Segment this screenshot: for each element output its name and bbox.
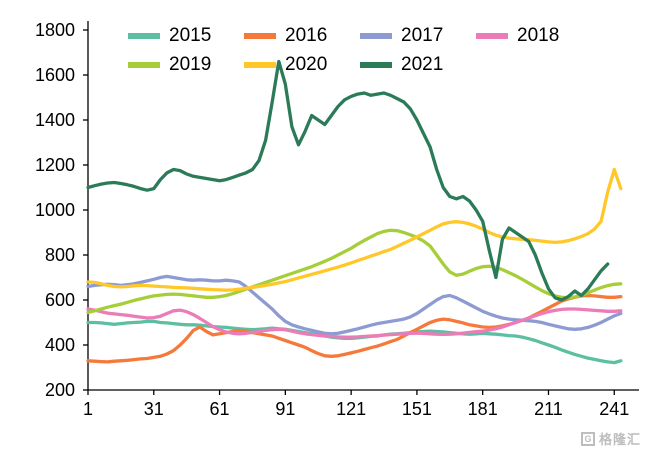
legend-swatch-2021 [360,61,392,68]
y-tick-label: 800 [45,245,75,265]
legend-swatch-2020 [244,61,276,68]
legend-item-2020: 2020 [244,55,360,74]
y-tick-label: 1000 [35,200,75,220]
series-line-2017 [86,274,623,336]
legend-label-2021: 2021 [401,54,444,75]
legend-label-2017: 2017 [401,25,444,46]
series-line-2019 [86,228,623,315]
legend-swatch-2019 [128,61,160,68]
y-tick-label: 1600 [35,65,75,85]
legend-row: 2019 2020 2021 [128,55,592,74]
y-tick-label: 400 [45,335,75,355]
x-tick-label: 91 [275,399,295,419]
watermark-text: 格隆汇 [598,432,641,447]
y-tick-label: 600 [45,290,75,310]
legend-label-2020: 2020 [285,54,328,75]
legend-swatch-2015 [128,32,160,39]
x-tick-label: 241 [599,399,629,419]
legend-item-2019: 2019 [128,55,244,74]
y-tick-label: 200 [45,380,75,400]
legend-item-2016: 2016 [244,26,360,45]
legend-item-2021: 2021 [360,55,476,74]
series-line-2018 [86,307,623,339]
x-tick-label: 181 [468,399,498,419]
y-tick-label: 1400 [35,110,75,130]
x-tick-label: 1 [83,399,93,419]
series-line-2020 [86,167,623,292]
chart-legend: 2015 2016 2017 2018 2019 2020 2021 [128,26,592,84]
x-tick-label: 211 [534,399,563,419]
legend-label-2019: 2019 [169,54,212,75]
legend-label-2016: 2016 [285,25,328,46]
series-line-2021 [86,59,610,302]
y-tick-label: 1800 [35,20,75,40]
legend-swatch-2017 [360,32,392,39]
watermark: G 格隆汇 [580,429,641,448]
series-line-2015 [86,319,623,365]
legend-item-2017: 2017 [360,26,476,45]
x-tick-label: 61 [210,399,230,419]
x-tick-label: 31 [144,399,164,419]
legend-label-2018: 2018 [517,25,560,46]
y-tick-label: 1200 [35,155,75,175]
gelonghui-logo-icon: G [580,431,595,446]
legend-item-2018: 2018 [476,26,592,45]
x-tick-label: 121 [336,399,366,419]
legend-row: 2015 2016 2017 2018 [128,26,592,45]
legend-label-2015: 2015 [169,25,212,46]
legend-swatch-2018 [476,32,508,39]
legend-item-2015: 2015 [128,26,244,45]
legend-swatch-2016 [244,32,276,39]
x-tick-label: 151 [402,399,432,419]
